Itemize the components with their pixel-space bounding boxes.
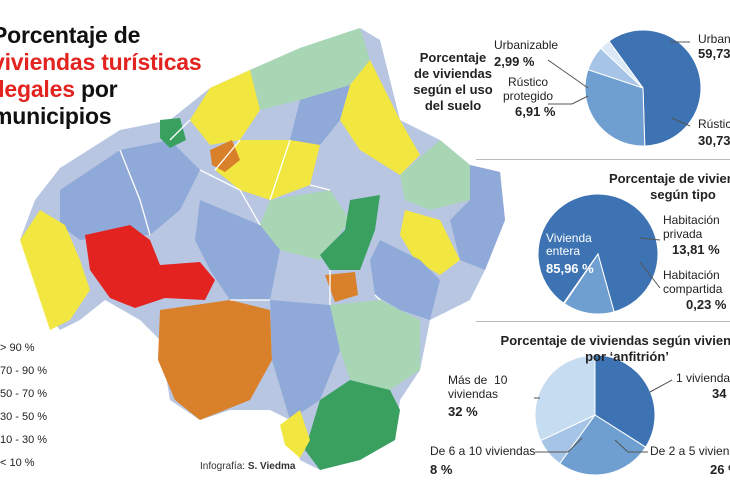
divider bbox=[476, 321, 730, 322]
pie1-slice-4 bbox=[600, 40, 644, 89]
pie3-value-mas-de-10: 32 % bbox=[448, 404, 478, 419]
pie1-label-urbano: Urbano bbox=[698, 32, 730, 46]
leader-line bbox=[547, 59, 589, 89]
legend-label: 10 - 30 % bbox=[0, 434, 48, 446]
legend-label: 30 - 50 % bbox=[0, 411, 48, 423]
pie3-label-mas-de-10: Más de 10 viviendas bbox=[448, 373, 508, 401]
legend-item-10-30: 10 - 30 % bbox=[0, 434, 47, 446]
credit-author: S. Viedma bbox=[247, 461, 296, 472]
pie1-title-line: según el uso bbox=[413, 82, 493, 97]
pie1-title-line: Porcentaje bbox=[419, 50, 487, 65]
legend-label: > 90 % bbox=[0, 342, 35, 354]
legend-label: < 10 % bbox=[0, 457, 35, 469]
pie1-slice-1 bbox=[608, 29, 702, 147]
region-northwest bbox=[250, 28, 370, 110]
title-line-2: viviendas turísticas bbox=[0, 49, 202, 75]
leader-line bbox=[671, 117, 691, 127]
region-center-blue bbox=[195, 200, 280, 300]
pie1-title-line: del suelo bbox=[424, 98, 482, 113]
leader-line bbox=[639, 237, 661, 241]
pie3-label-2-a-5: De 2 a 5 viviendas bbox=[650, 444, 730, 458]
pie1-title: Porcentaje de viviendas según el uso del… bbox=[398, 50, 508, 114]
leader-line bbox=[548, 95, 589, 105]
legend-label: 50 - 70 % bbox=[0, 388, 48, 400]
pie2-value-vivienda-entera: 85,96 % bbox=[546, 261, 594, 276]
legend-item-70-90: 70 - 90 % bbox=[0, 365, 47, 377]
region-tramuntana bbox=[60, 140, 200, 240]
pie2-label-habitacion-privada: Habitación privada bbox=[663, 213, 720, 241]
pie3-value-1-vivienda: 34 % bbox=[712, 386, 730, 401]
pie3-label-6-a-10: De 6 a 10 viviendas bbox=[430, 444, 536, 458]
region-east-north bbox=[400, 140, 470, 210]
region-orange-center bbox=[325, 272, 358, 302]
pie3-title-line: por ‘anfitrión’ bbox=[585, 349, 669, 364]
region-west-yellow bbox=[20, 210, 90, 330]
municipal-borders bbox=[119, 119, 381, 305]
pie2-label-vivienda-entera: Vivienda entera bbox=[546, 231, 592, 258]
mallorca-municipalities-map bbox=[20, 28, 505, 470]
region-south-blue bbox=[270, 300, 340, 420]
pie1-label-rustico: Rústico bbox=[698, 117, 730, 131]
region-llucmajor-orange bbox=[158, 300, 272, 420]
pie1-label-urbanizable: Urbanizable bbox=[494, 38, 559, 52]
pie1-value-rustico-protegido: 6,91 % bbox=[515, 104, 556, 119]
credit: Infografía: S. Viedma bbox=[200, 461, 295, 472]
pie2-title-line: Porcentaje de viviendas bbox=[608, 171, 730, 186]
pie3-value-6-a-10: 8 % bbox=[430, 462, 453, 477]
pie1-value-urbano: 59,73 % bbox=[698, 46, 730, 61]
title-line-4: municipios bbox=[0, 103, 112, 129]
region-east-blue-2 bbox=[370, 240, 440, 320]
title-line-3a: ilegales bbox=[0, 76, 75, 102]
pie2-slice-2 bbox=[563, 252, 615, 315]
legend-item-gt90: > 90 % bbox=[0, 342, 35, 354]
region-pollensa bbox=[340, 60, 420, 175]
region-north-yellow bbox=[190, 70, 260, 145]
region-santanyi-green bbox=[305, 380, 400, 470]
title-line-3b: por bbox=[74, 76, 118, 102]
leader-line bbox=[614, 439, 648, 453]
pie2-title: Porcentaje de viviendas según tipo bbox=[588, 171, 730, 203]
region-green-dark-center bbox=[320, 195, 380, 270]
region-east-blue bbox=[450, 165, 505, 270]
pie1-label-rustico-protegido: Rústico protegido bbox=[503, 75, 554, 103]
leader-line bbox=[535, 437, 583, 453]
pie2-value-habitacion-compartida: 0,23 % bbox=[686, 297, 727, 312]
region-southeast-green bbox=[330, 300, 420, 390]
pie3-slice-2 bbox=[559, 414, 647, 476]
region-palma-red bbox=[85, 225, 215, 308]
title-line-1: Porcentaje de bbox=[0, 22, 141, 48]
region-center-yellow bbox=[215, 140, 320, 200]
pie1-value-urbanizable: 2,99 % bbox=[494, 54, 535, 69]
pie2-slice-1 bbox=[537, 193, 659, 313]
pie3-title-line: Porcentaje de viviendas según viviendas bbox=[500, 333, 730, 348]
legend-item-lt10: < 10 % bbox=[0, 457, 35, 469]
pie1-slice-2 bbox=[584, 68, 646, 147]
pie2-slice-3 bbox=[562, 253, 599, 305]
pie3-title: Porcentaje de viviendas según viviendas … bbox=[482, 333, 730, 365]
pie2-value-habitacion-privada: 13,81 % bbox=[672, 242, 720, 257]
legend-item-50-70: 50 - 70 % bbox=[0, 388, 47, 400]
pie1-value-rustico: 30,73 % bbox=[698, 133, 730, 148]
region-south-yellow bbox=[280, 410, 310, 458]
pie3-value-2-a-5: 26 % bbox=[710, 462, 730, 477]
leader-line bbox=[649, 379, 673, 393]
legend-item-30-50: 30 - 50 % bbox=[0, 411, 47, 423]
title-line-3: ilegales por bbox=[0, 76, 118, 103]
pie3-label-1-vivienda: 1 vivienda bbox=[676, 371, 730, 385]
pie1-title-line: de viviendas bbox=[413, 66, 493, 81]
region-green-north bbox=[160, 118, 186, 148]
pie3-slice-4 bbox=[534, 354, 596, 442]
credit-prefix: Infografía: bbox=[200, 461, 248, 472]
leader-line bbox=[639, 261, 661, 289]
region-alcudia bbox=[290, 85, 350, 145]
pie2-title-line: según tipo bbox=[650, 187, 716, 202]
region-center-green bbox=[260, 190, 350, 260]
legend-label: 70 - 90 % bbox=[0, 365, 48, 377]
pie2-label-habitacion-compartida: Habitación compartida bbox=[663, 268, 723, 296]
divider bbox=[476, 159, 730, 160]
